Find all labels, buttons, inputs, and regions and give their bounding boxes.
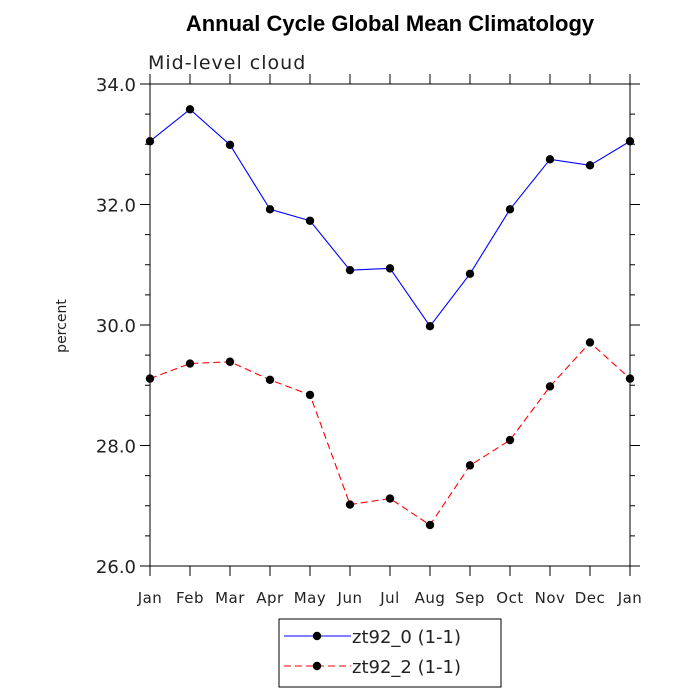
chart-subtitle: Mid-level cloud [148, 52, 306, 74]
series-1-point [505, 205, 515, 214]
series-1-point [345, 265, 355, 275]
x-tick-label: Dec [575, 589, 606, 607]
series-1-point [265, 205, 275, 214]
legend-label-2: zt92_2 (1-1) [352, 657, 461, 678]
series-1-point [425, 322, 435, 331]
x-tick-label: May [294, 589, 327, 607]
series-2-point [345, 500, 355, 509]
x-tick-label: Jan [617, 589, 643, 607]
series-1-point [185, 105, 195, 114]
y-axis-label: percent [54, 299, 70, 353]
series-2-point [585, 338, 595, 347]
x-tick-label: Mar [215, 589, 245, 607]
series-2-point [425, 520, 435, 530]
series-1-point [465, 269, 475, 278]
series-1-point [385, 264, 395, 273]
y-tick-label: 30.0 [96, 316, 136, 337]
x-tick-label: Aug [415, 589, 446, 607]
series-1-point [585, 161, 595, 170]
chart-title: Annual Cycle Global Mean Climatology [186, 11, 595, 36]
x-tick-label: Sep [455, 589, 485, 607]
series-2-point [465, 461, 475, 470]
y-tick-label: 34.0 [96, 75, 136, 96]
series-2-point [265, 375, 275, 385]
x-tick-label: Jan [137, 589, 163, 607]
legend-label-1: zt92_0 (1-1) [352, 627, 461, 648]
y-tick-label: 28.0 [96, 437, 136, 458]
series-1-point [145, 137, 155, 146]
series-2-point [305, 390, 315, 400]
x-tick-label: Feb [176, 589, 204, 607]
x-tick-label: Apr [256, 589, 284, 607]
x-tick-label: Jul [379, 589, 400, 607]
series-2-point [185, 359, 195, 368]
series-1-point [545, 155, 555, 164]
series-2-point [385, 494, 395, 503]
series-line-1 [149, 108, 631, 328]
legend-marker-2 [312, 661, 322, 671]
legend-marker-1 [312, 631, 322, 641]
series-2-point [145, 374, 155, 383]
y-tick-label: 26.0 [96, 557, 136, 578]
plot-area: 26.0 28.0 30.0 32.0 34.0 Jan Feb Mar Apr May Jun Ju… [96, 74, 642, 607]
series-2-point [505, 435, 515, 445]
series-1-point [625, 137, 635, 146]
x-tick-label: Nov [535, 589, 566, 607]
series-1-point [305, 216, 315, 225]
series-1-point [225, 140, 235, 150]
legend-box [278, 618, 502, 688]
x-tick-label: Oct [496, 589, 523, 607]
x-tick-label: Jun [337, 589, 363, 607]
plot-frame [149, 83, 631, 567]
series-2-point [545, 382, 555, 391]
series-2-point [625, 374, 635, 383]
y-tick-label: 32.0 [96, 196, 136, 217]
series-2-point [225, 357, 235, 366]
legend: zt92_0 (1-1) zt92_2 (1-1) [278, 618, 502, 688]
